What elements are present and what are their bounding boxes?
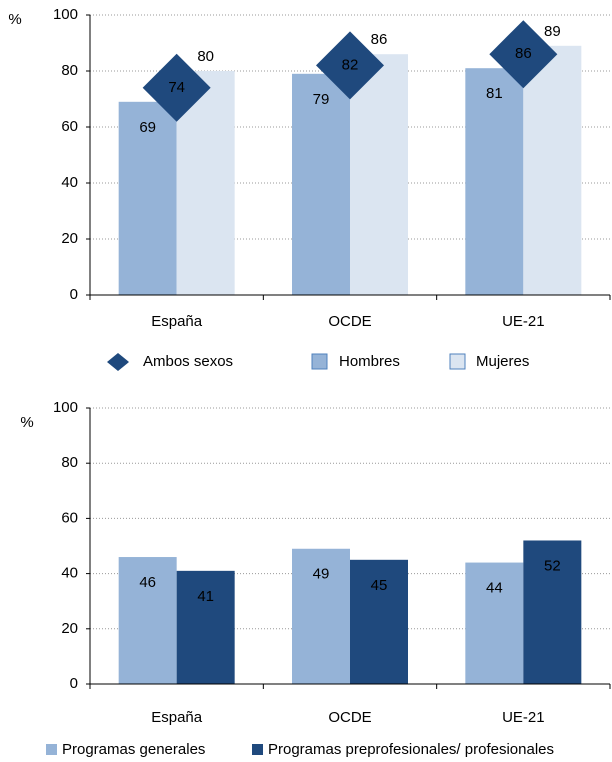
y-tick-label: 20 (61, 230, 78, 247)
value-label: 69 (139, 119, 156, 136)
bar (118, 557, 177, 684)
x-tick-label: OCDE (328, 313, 371, 330)
y-axis-label: % (8, 11, 21, 28)
y-tick-label: 60 (61, 509, 78, 526)
y-axis-label: % (20, 414, 33, 431)
bar (523, 45, 582, 295)
x-tick-label: OCDE (328, 709, 371, 726)
legend-marker (252, 744, 263, 755)
diamond-marker (489, 20, 558, 89)
legend-label: Ambos sexos (143, 353, 233, 370)
bar (176, 570, 235, 684)
bar (118, 101, 177, 295)
x-tick-label: España (151, 709, 203, 726)
y-tick-label: 40 (61, 174, 78, 191)
y-tick-label: 100 (53, 399, 78, 416)
value-label: 44 (486, 580, 503, 597)
legend-marker (311, 353, 328, 370)
bar (292, 73, 350, 295)
legend-label: Mujeres (476, 353, 529, 370)
y-tick-label: 60 (61, 118, 78, 135)
y-tick-label: 0 (70, 286, 78, 303)
value-label: 80 (197, 48, 214, 65)
x-tick-label: UE-21 (502, 313, 545, 330)
value-label: 52 (544, 557, 561, 574)
value-label: 49 (313, 566, 330, 583)
y-tick-label: 40 (61, 565, 78, 582)
value-label: 82 (342, 56, 359, 73)
bar (465, 562, 524, 684)
legend-marker (107, 353, 129, 371)
bar (350, 54, 408, 296)
legend-marker (449, 353, 466, 370)
legend-label: Programas preprofesionales/ profesionale… (268, 741, 554, 758)
value-label: 81 (486, 85, 503, 102)
x-tick-label: UE-21 (502, 709, 545, 726)
diamond-marker (142, 53, 211, 122)
value-label: 74 (168, 79, 185, 96)
bar (465, 68, 524, 295)
value-label: 89 (544, 23, 561, 40)
y-tick-label: 100 (53, 6, 78, 23)
value-label: 86 (371, 31, 388, 48)
y-tick-label: 0 (70, 675, 78, 692)
value-label: 79 (313, 91, 330, 108)
bar (523, 540, 582, 684)
y-tick-label: 20 (61, 620, 78, 637)
y-tick-label: 80 (61, 454, 78, 471)
legend-label: Programas generales (62, 741, 205, 758)
value-label: 45 (371, 577, 388, 594)
y-tick-label: 80 (61, 62, 78, 79)
value-label: 46 (139, 574, 156, 591)
legend-marker (46, 744, 57, 755)
bar (350, 559, 408, 684)
diamond-marker (316, 31, 384, 100)
bar (292, 548, 350, 684)
value-label: 41 (197, 588, 214, 605)
x-tick-label: España (151, 313, 203, 330)
legend-label: Hombres (339, 353, 400, 370)
value-label: 86 (515, 45, 532, 62)
